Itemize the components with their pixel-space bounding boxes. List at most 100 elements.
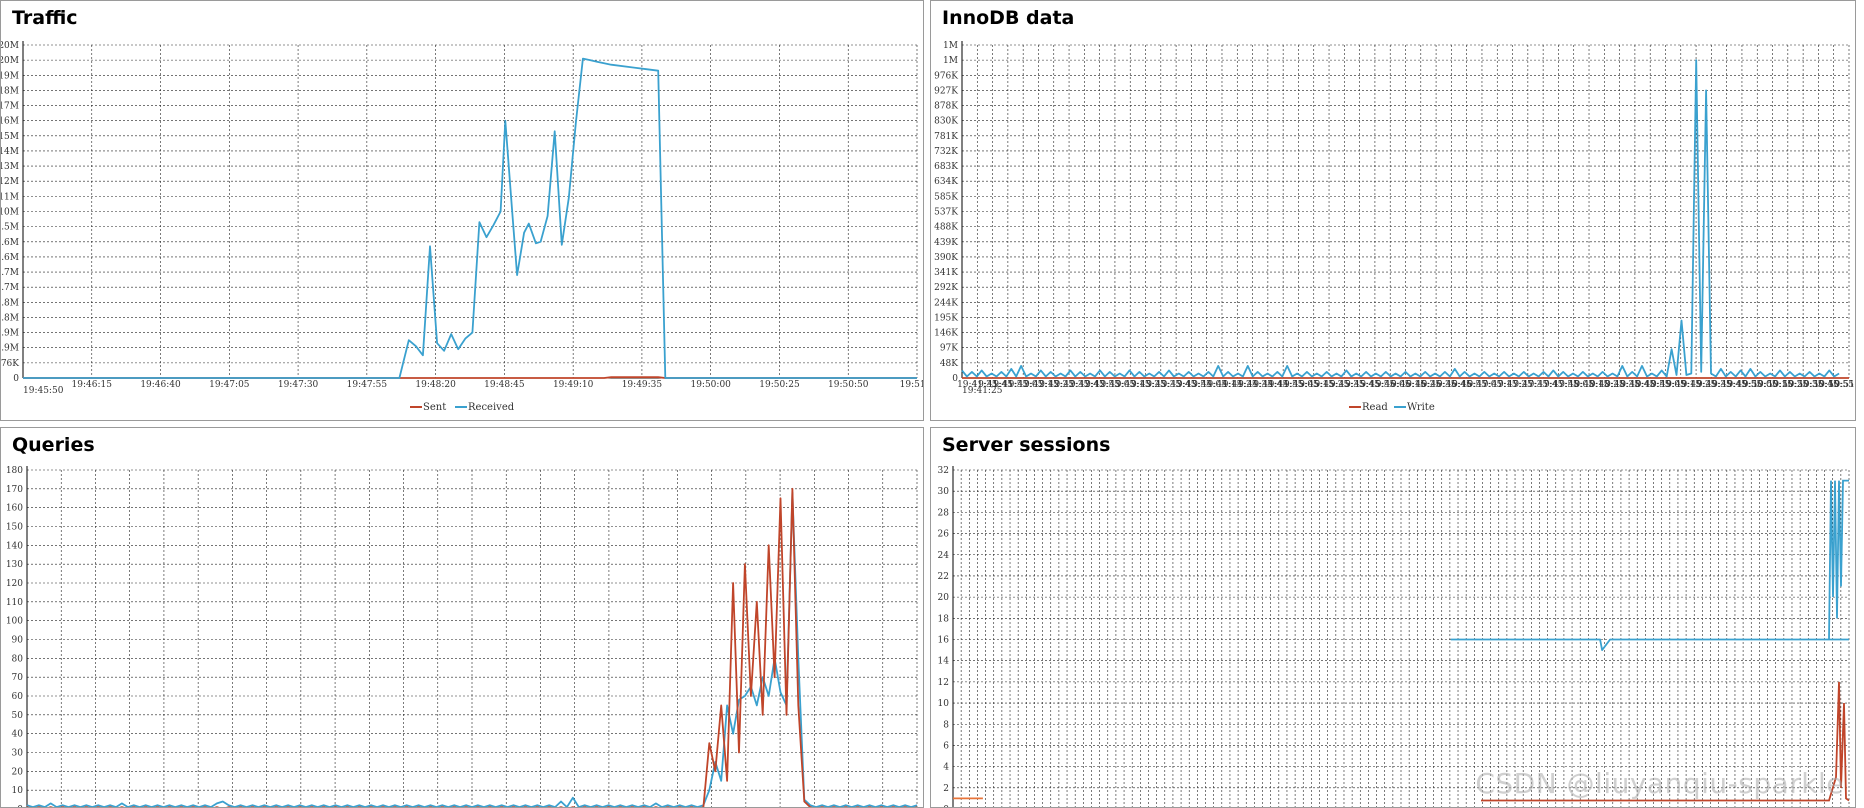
traffic-y-tick: 17M: [1, 102, 19, 112]
sessions-series-red: [1481, 681, 1850, 802]
queries-y-tick: 120: [6, 579, 23, 589]
innodb-x-tick: 19:48:15: [1569, 380, 1610, 390]
innodb-x-tick: 19:46:35: [1416, 380, 1457, 390]
innodb-y-tick: 292K: [934, 283, 958, 293]
traffic-y-tick: 5.7M: [1, 283, 19, 293]
traffic-y-tick: 2.9M: [1, 329, 19, 339]
traffic-x-tick: 19:45:50: [23, 386, 64, 396]
innodb-x-tick: 19:44:45: [1248, 380, 1289, 390]
innodb-y-tick: 634K: [934, 177, 958, 187]
innodb-series-write: [961, 59, 1840, 378]
queries-y-tick: 10: [12, 786, 24, 796]
sessions-y-tick: 26: [938, 530, 950, 540]
traffic-y-tick: 20M: [1, 56, 19, 66]
sessions-title: Server sessions: [942, 434, 1111, 456]
innodb-x-tick: 19:47:05: [1462, 380, 1503, 390]
queries-y-tick: 70: [12, 673, 24, 683]
traffic-chart: 0 976K 1.9M 2.9M 3.8M 4.8M 5.7M 6.7M 7.6M 8.6M 9.5…: [1, 41, 923, 413]
traffic-y-tick: 16M: [1, 117, 19, 127]
sessions-y-tick: 32: [938, 466, 949, 476]
innodb-x-tick: 19:45:35: [1324, 380, 1365, 390]
innodb-x-tick: 19:44:55: [1263, 380, 1304, 390]
innodb-y-tick: 1M: [943, 41, 958, 51]
traffic-x-tick: 19:50:50: [828, 380, 869, 390]
innodb-y-tick: 488K: [934, 223, 958, 233]
queries-y-tick: 30: [12, 749, 24, 759]
traffic-y-tick: 976K: [1, 359, 19, 369]
queries-y-tick: 180: [6, 466, 23, 476]
traffic-x-tick: 19:47:30: [278, 380, 319, 390]
innodb-x-tick: 19:45:45: [1339, 380, 1380, 390]
innodb-x-tick: 19:49:55: [1722, 380, 1763, 390]
sessions-y-tick: 10: [938, 699, 950, 709]
innodb-x-tick: 19:43:45: [1156, 380, 1197, 390]
sessions-y-tick: 6: [943, 741, 949, 751]
sessions-y-tick: 12: [938, 678, 949, 688]
queries-y-tick: 50: [12, 711, 24, 721]
innodb-x-tick: 19:44:25: [1217, 380, 1258, 390]
queries-y-tick: 80: [12, 654, 24, 664]
innodb-legend-label: Read: [1362, 402, 1388, 413]
innodb-x-tick: 19:44:15: [1202, 380, 1243, 390]
traffic-y-tick: 15M: [1, 132, 19, 142]
traffic-legend-label: Received: [468, 402, 515, 413]
innodb-y-tick: 390K: [934, 253, 958, 263]
innodb-x-tick: 19:41:45: [972, 380, 1013, 390]
innodb-y-tick: 976K: [934, 71, 958, 81]
innodb-x-tick: 19:45:15: [1294, 380, 1335, 390]
innodb-x-tick: 19:48:25: [1584, 380, 1625, 390]
innodb-x-tick: 19:43:15: [1110, 380, 1151, 390]
queries-title: Queries: [12, 434, 95, 456]
innodb-y-tick: 1M: [943, 56, 958, 66]
innodb-x-tick: 19:50:15: [1752, 380, 1793, 390]
sessions-y-tick: 22: [938, 572, 949, 582]
innodb-x-tick: 19:50:35: [1783, 380, 1824, 390]
queries-series-a: [26, 491, 918, 807]
innodb-x-tick: 19:42:25: [1034, 380, 1075, 390]
innodb-x-tick: 19:49:15: [1661, 380, 1702, 390]
innodb-y-tick: 0: [952, 374, 958, 384]
queries-y-tick: 90: [12, 636, 24, 646]
innodb-y-tick: 927K: [934, 86, 958, 96]
innodb-x-tick: 19:48:45: [1615, 380, 1656, 390]
sessions-y-tick: 18: [938, 614, 950, 624]
traffic-series-received: [23, 57, 917, 379]
innodb-chart: 0 48K 97K 146K 195K 244K 292K 341K 390K 439K 488K 5…: [934, 41, 1855, 413]
traffic-y-tick: 19M: [1, 71, 19, 81]
innodb-x-tick: 19:42:35: [1049, 380, 1090, 390]
sessions-y-tick: 28: [938, 508, 950, 518]
queries-y-tick: 100: [6, 617, 23, 627]
innodb-y-tick: 683K: [934, 162, 958, 172]
innodb-y-tick: 585K: [934, 192, 958, 202]
innodb-y-tick: 439K: [934, 238, 958, 248]
innodb-x-tick: 19:45:55: [1355, 380, 1396, 390]
queries-y-tick: 130: [6, 560, 23, 570]
traffic-y-tick: 8.6M: [1, 238, 19, 248]
traffic-x-tick: 19:49:35: [622, 380, 663, 390]
queries-y-tick: 160: [6, 504, 23, 514]
innodb-grid: [961, 44, 1850, 379]
sessions-y-tick: 16: [938, 636, 950, 646]
innodb-y-tick: 97K: [940, 344, 958, 354]
innodb-x-tick: 19:42:45: [1064, 380, 1105, 390]
innodb-x-tick: 19:46:25: [1401, 380, 1442, 390]
innodb-x-tick: 19:50:55: [1813, 380, 1854, 390]
traffic-y-tick: 12M: [1, 177, 19, 187]
innodb-x-tick: 19:47:55: [1538, 380, 1579, 390]
sessions-y-tick: 30: [938, 487, 950, 497]
traffic-y-tick: 4.8M: [1, 298, 19, 308]
innodb-y-tick: 878K: [934, 102, 958, 112]
innodb-x-tick: 19:45:05: [1278, 380, 1319, 390]
queries-y-tick: 150: [6, 523, 23, 533]
innodb-x-tick: 19:42:15: [1018, 380, 1059, 390]
traffic-y-tick: 0: [13, 374, 19, 384]
innodb-x-tick: 19:46:05: [1370, 380, 1411, 390]
traffic-y-tick: 13M: [1, 162, 19, 172]
sessions-y-tick: 20: [938, 593, 950, 603]
innodb-x-tick: 19:46:45: [1431, 380, 1472, 390]
innodb-x-tick: 19:43:25: [1125, 380, 1166, 390]
traffic-y-tick: 10M: [1, 208, 19, 218]
sessions-y-tick: 24: [938, 551, 950, 561]
innodb-y-tick: 732K: [934, 147, 958, 157]
innodb-x-tick: 19:43:35: [1141, 380, 1182, 390]
